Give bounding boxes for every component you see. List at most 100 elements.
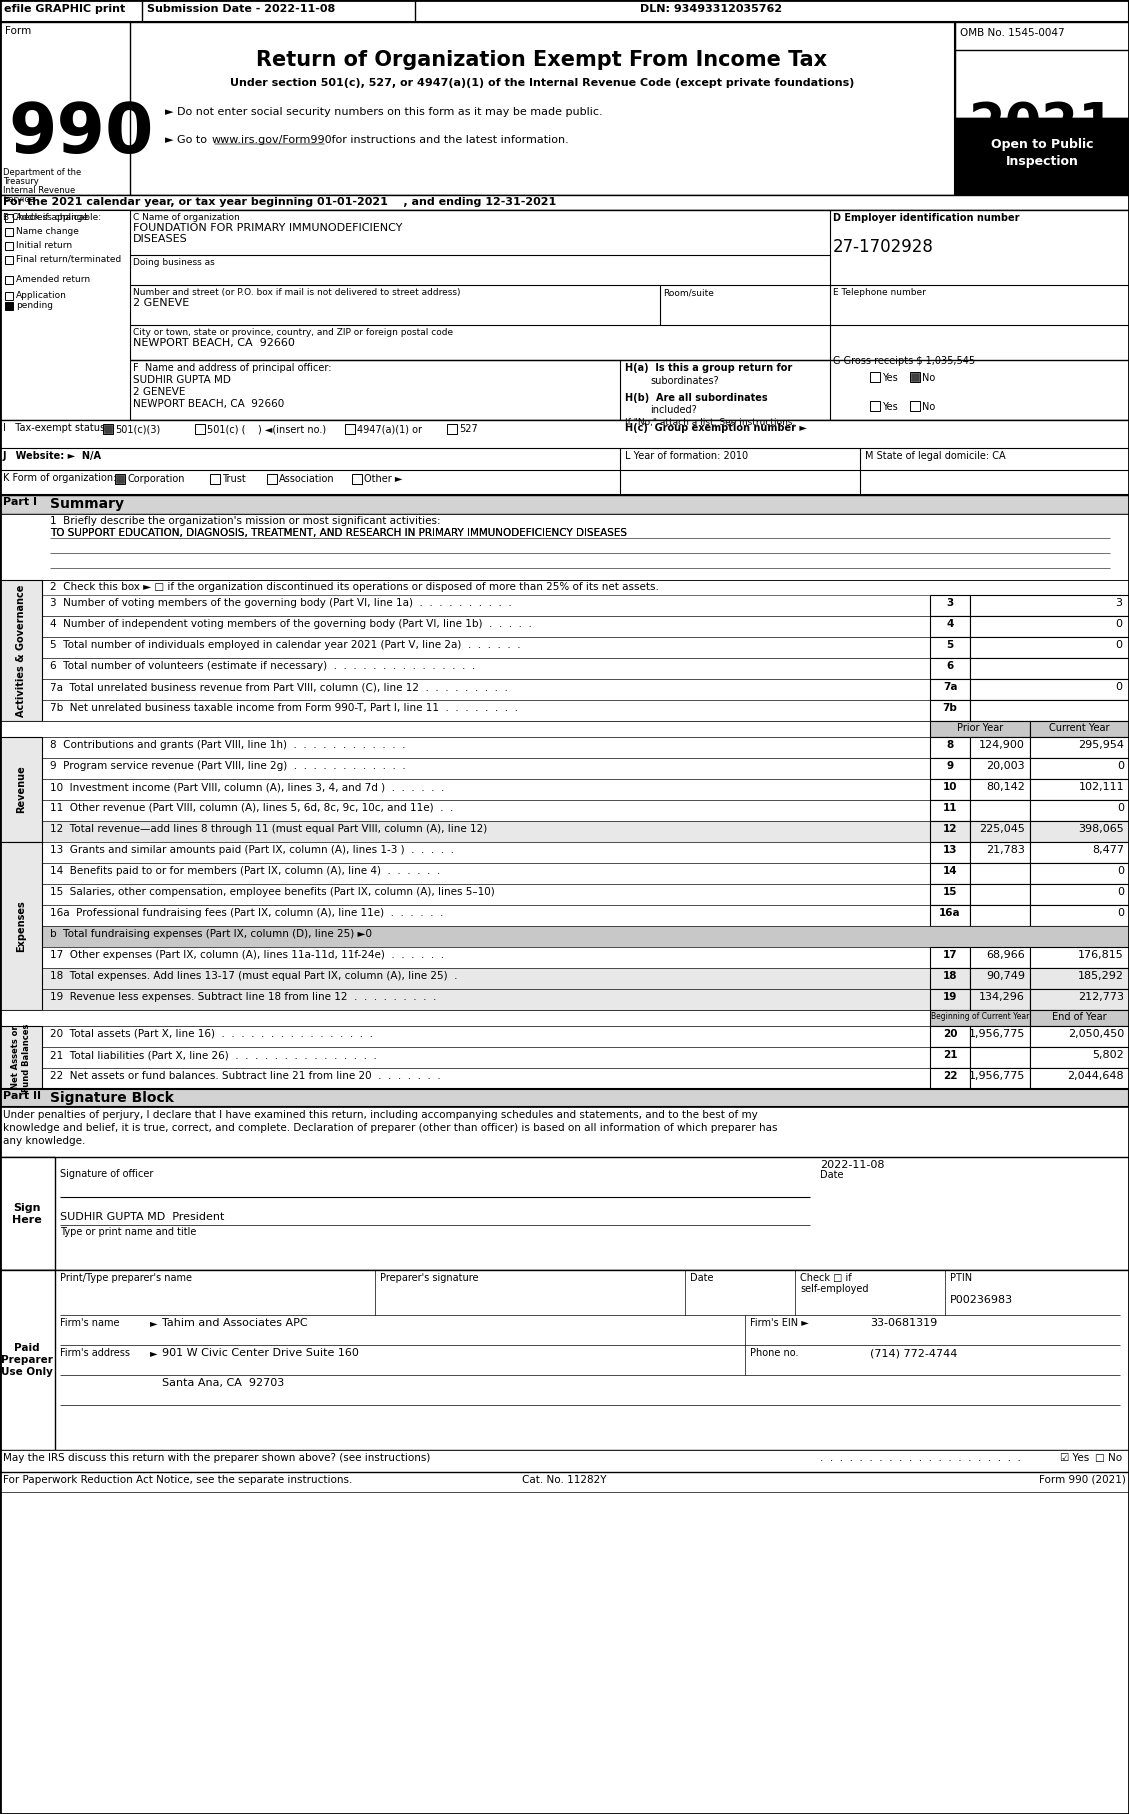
Text: 134,296: 134,296: [979, 992, 1025, 1001]
Text: 0: 0: [1115, 619, 1122, 629]
Bar: [1030, 1047, 1129, 1068]
Bar: [0, 863, 1129, 883]
Bar: [1030, 989, 1129, 1010]
Text: Form 990 (2021): Form 990 (2021): [1039, 1475, 1126, 1486]
Bar: [0, 1047, 1129, 1068]
Bar: [266, 473, 277, 484]
Text: 5,802: 5,802: [1092, 1050, 1124, 1059]
Bar: [0, 595, 1129, 617]
Text: Internal Revenue: Internal Revenue: [3, 187, 76, 194]
Text: 212,773: 212,773: [1078, 992, 1124, 1001]
Bar: [0, 842, 1129, 863]
Text: 90,749: 90,749: [986, 970, 1025, 981]
Bar: [930, 1068, 970, 1088]
Text: efile GRAPHIC print: efile GRAPHIC print: [5, 4, 125, 15]
Text: 0: 0: [1117, 762, 1124, 771]
Bar: [103, 424, 113, 434]
Bar: [0, 758, 1129, 778]
Text: ☑ Yes: ☑ Yes: [1060, 1453, 1089, 1464]
Text: 2022-11-08: 2022-11-08: [820, 1159, 884, 1170]
Text: b  Total fundraising expenses (Part IX, column (D), line 25) ►0: b Total fundraising expenses (Part IX, c…: [50, 929, 371, 940]
Text: Phone no.: Phone no.: [750, 1348, 798, 1359]
Bar: [930, 1010, 1030, 1027]
Bar: [930, 1027, 970, 1047]
Text: Current Year: Current Year: [1049, 724, 1110, 733]
Bar: [930, 700, 970, 720]
Text: 14  Benefits paid to or for members (Part IX, column (A), line 4)  .  .  .  .  .: 14 Benefits paid to or for members (Part…: [50, 865, 440, 876]
Bar: [0, 736, 1129, 758]
Bar: [0, 969, 1129, 989]
Text: Name change: Name change: [16, 227, 79, 236]
Bar: [0, 822, 1129, 842]
Text: Firm's address: Firm's address: [60, 1348, 130, 1359]
Bar: [0, 883, 1129, 905]
Text: Date: Date: [690, 1273, 714, 1282]
Text: 12  Total revenue—add lines 8 through 11 (must equal Part VIII, column (A), line: 12 Total revenue—add lines 8 through 11 …: [50, 824, 488, 834]
Bar: [0, 678, 1129, 700]
Text: Under penalties of perjury, I declare that I have examined this return, includin: Under penalties of perjury, I declare th…: [3, 1110, 758, 1119]
Text: City or town, state or province, country, and ZIP or foreign postal code: City or town, state or province, country…: [133, 328, 453, 337]
Bar: [970, 989, 1030, 1010]
Text: 2  Check this box ► □ if the organization discontinued its operations or dispose: 2 Check this box ► □ if the organization…: [50, 582, 659, 591]
Text: Yes: Yes: [882, 374, 898, 383]
Text: Under section 501(c), 527, or 4947(a)(1) of the Internal Revenue Code (except pr: Under section 501(c), 527, or 4947(a)(1)…: [230, 78, 855, 89]
Text: 4  Number of independent voting members of the governing body (Part VI, line 1b): 4 Number of independent voting members o…: [50, 619, 532, 629]
Text: 22  Net assets or fund balances. Subtract line 21 from line 20  .  .  .  .  .  .: 22 Net assets or fund balances. Subtract…: [50, 1070, 440, 1081]
Text: DISEASES: DISEASES: [133, 234, 187, 245]
Text: 124,900: 124,900: [979, 740, 1025, 749]
Text: pending: pending: [16, 301, 53, 310]
Text: 0: 0: [1117, 909, 1124, 918]
Text: For the 2021 calendar year, or tax year beginning 01-01-2021    , and ending 12-: For the 2021 calendar year, or tax year …: [3, 198, 557, 207]
Text: 1,956,775: 1,956,775: [969, 1070, 1025, 1081]
Text: SUDHIR GUPTA MD: SUDHIR GUPTA MD: [133, 375, 230, 385]
Text: 21  Total liabilities (Part X, line 26)  .  .  .  .  .  .  .  .  .  .  .  .  .  : 21 Total liabilities (Part X, line 26) .…: [50, 1050, 377, 1059]
Text: Initial return: Initial return: [16, 241, 72, 250]
Text: Service: Service: [3, 194, 34, 203]
Text: 501(c) (    ) ◄(insert no.): 501(c) ( ) ◄(insert no.): [207, 424, 326, 434]
Text: any knowledge.: any knowledge.: [3, 1136, 86, 1146]
Text: ► Do not enter social security numbers on this form as it may be made public.: ► Do not enter social security numbers o…: [165, 107, 603, 116]
Text: 8,477: 8,477: [1092, 845, 1124, 854]
Bar: [970, 678, 1129, 700]
Bar: [0, 1270, 55, 1449]
Text: H(c)  Group exemption number ►: H(c) Group exemption number ►: [625, 423, 807, 434]
Bar: [0, 778, 1129, 800]
Bar: [5, 214, 14, 221]
Text: (714) 772-4744: (714) 772-4744: [870, 1348, 957, 1359]
Text: 16a: 16a: [939, 909, 961, 918]
Bar: [1030, 1068, 1129, 1088]
Text: Signature Block: Signature Block: [50, 1090, 174, 1105]
Text: FOUNDATION FOR PRIMARY IMMUNODEFICIENCY: FOUNDATION FOR PRIMARY IMMUNODEFICIENCY: [133, 223, 402, 232]
Bar: [910, 372, 920, 383]
Bar: [0, 513, 1129, 580]
Bar: [0, 0, 1129, 22]
Text: 10: 10: [943, 782, 957, 793]
Bar: [930, 678, 970, 700]
Bar: [5, 229, 14, 236]
Text: 3: 3: [1115, 599, 1122, 608]
Text: 7b: 7b: [943, 704, 957, 713]
Text: 9  Program service revenue (Part VIII, line 2g)  .  .  .  .  .  .  .  .  .  .  .: 9 Program service revenue (Part VIII, li…: [50, 762, 405, 771]
Bar: [210, 473, 220, 484]
Bar: [970, 736, 1030, 758]
Bar: [911, 374, 919, 381]
Bar: [0, 842, 42, 1010]
Bar: [0, 947, 1129, 969]
Text: NEWPORT BEACH, CA  92660: NEWPORT BEACH, CA 92660: [133, 337, 295, 348]
Text: 22: 22: [943, 1070, 957, 1081]
Text: Trust: Trust: [222, 473, 246, 484]
Bar: [930, 883, 970, 905]
Text: K Form of organization:: K Form of organization:: [3, 473, 116, 483]
Bar: [0, 1010, 1129, 1027]
Bar: [0, 470, 1129, 495]
Bar: [970, 700, 1129, 720]
Text: Inspection: Inspection: [1006, 154, 1078, 169]
Bar: [0, 1027, 42, 1088]
Bar: [0, 1449, 1129, 1471]
Text: J   Website: ►  N/A: J Website: ► N/A: [3, 452, 102, 461]
Text: For Paperwork Reduction Act Notice, see the separate instructions.: For Paperwork Reduction Act Notice, see …: [3, 1475, 352, 1486]
Bar: [5, 241, 14, 250]
Bar: [930, 637, 970, 658]
Bar: [930, 989, 970, 1010]
Text: 3  Number of voting members of the governing body (Part VI, line 1a)  .  .  .  .: 3 Number of voting members of the govern…: [50, 599, 511, 608]
